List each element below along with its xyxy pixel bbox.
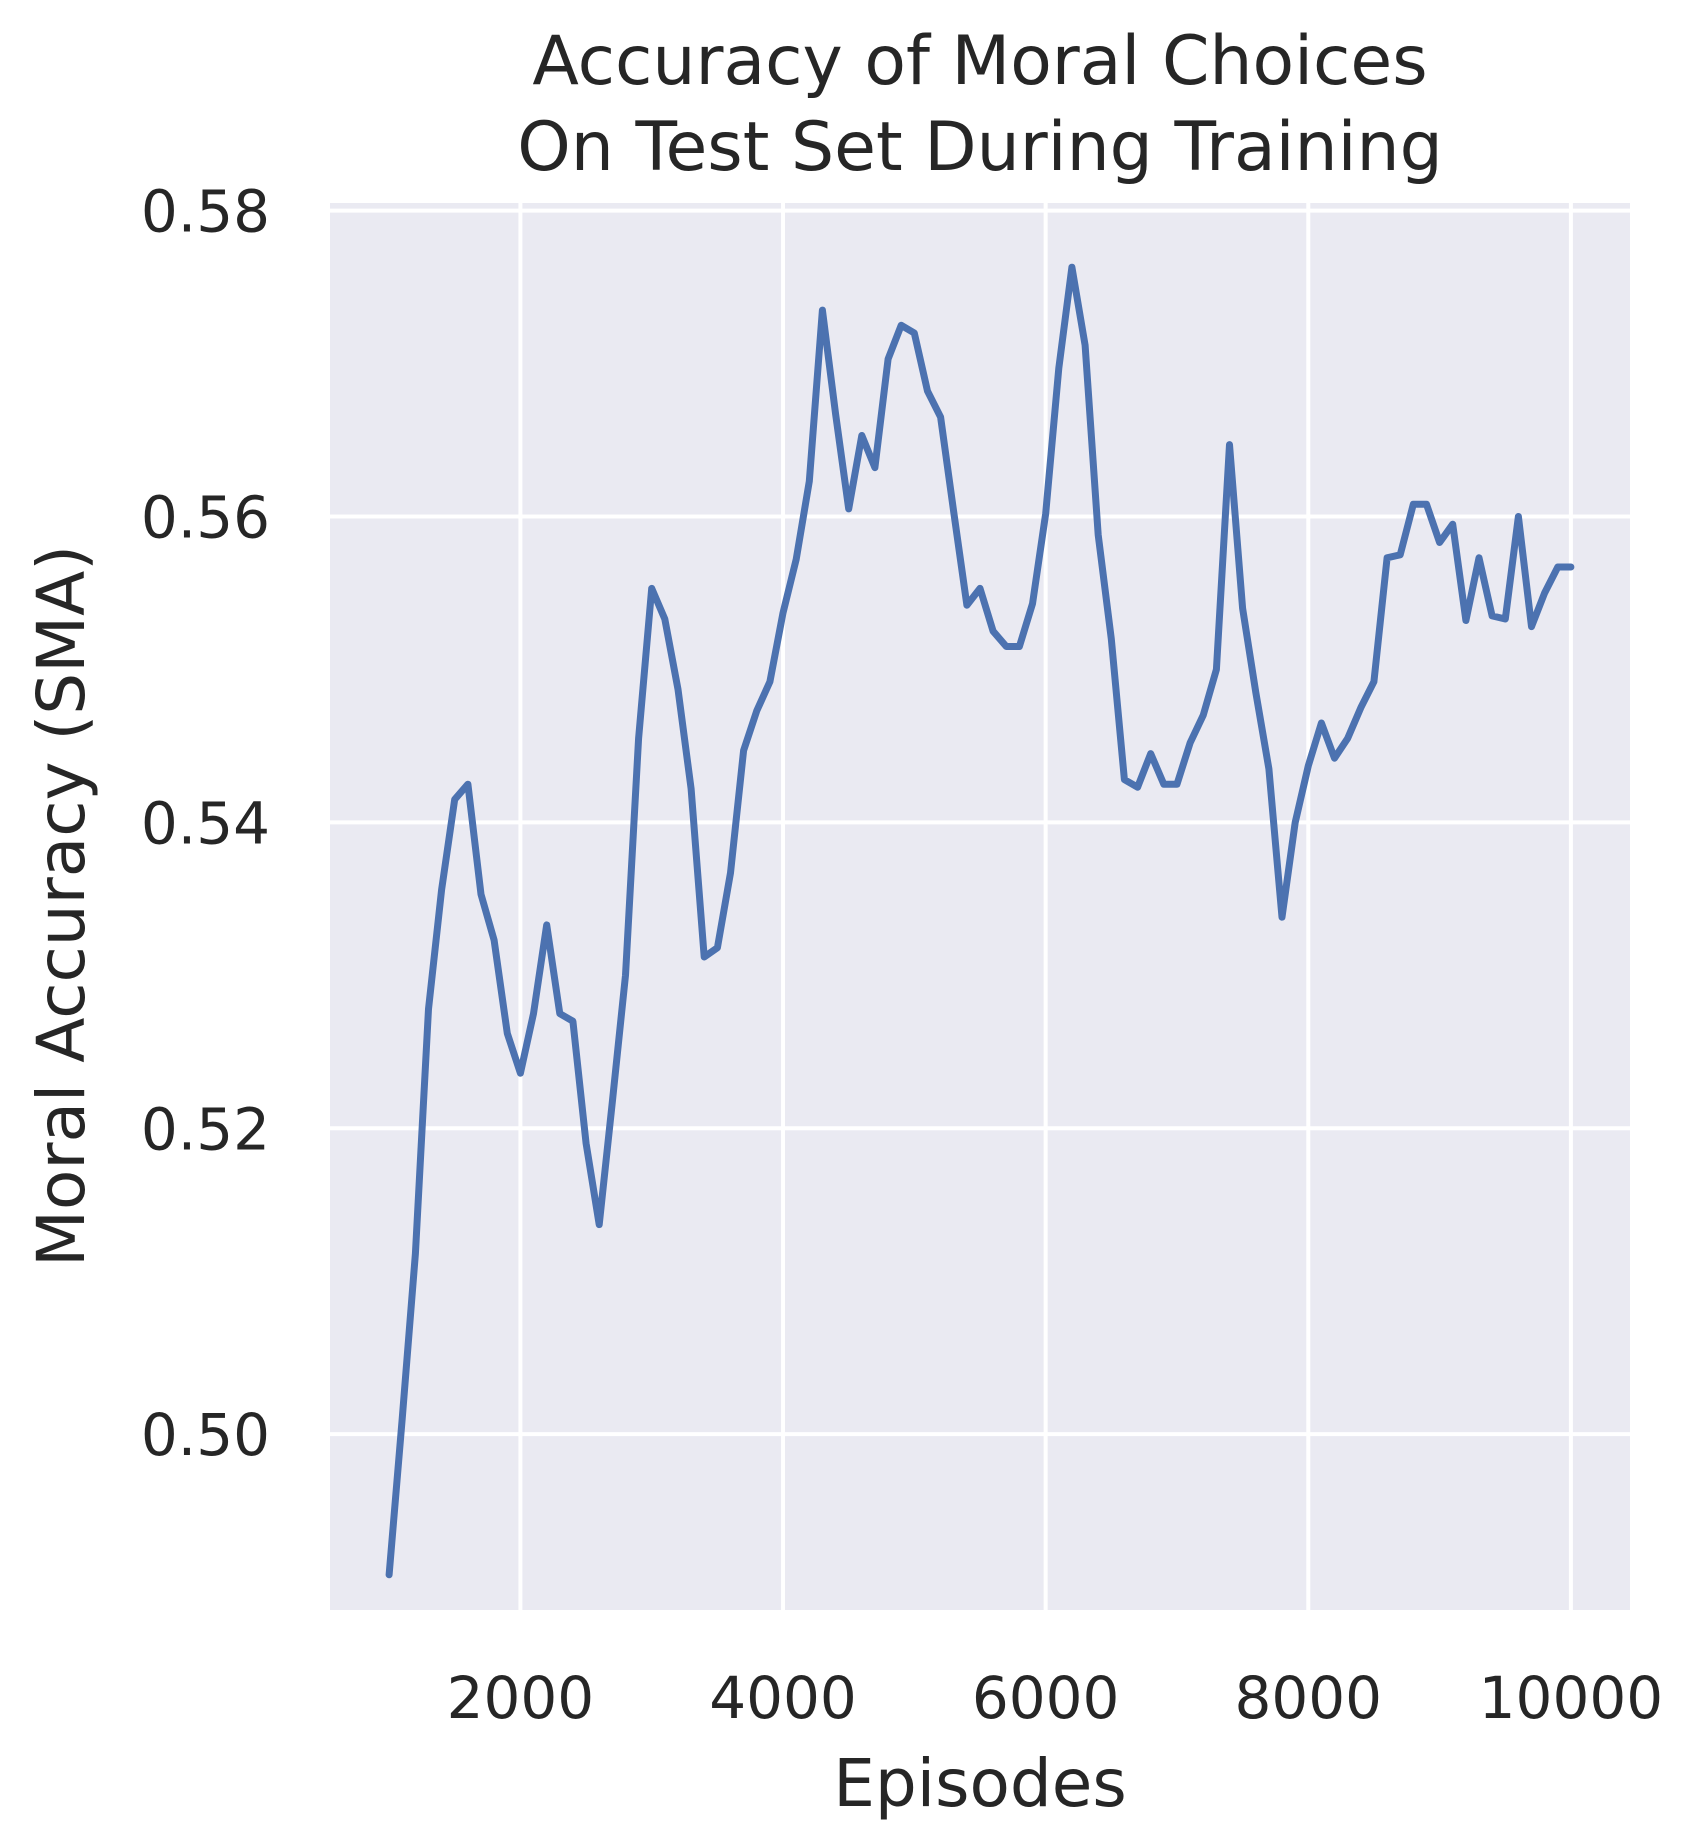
- x-tick-label: 2000: [447, 1664, 595, 1732]
- y-tick-label: 0.54: [141, 789, 270, 857]
- series-line: [385, 263, 1575, 1579]
- x-axis-ticks: 2000 4000 6000 8000 10000: [447, 1664, 1664, 1732]
- y-axis-label: Moral Accuracy (SMA): [23, 545, 100, 1267]
- y-tick-label: 0.52: [141, 1095, 270, 1163]
- plot-background: [330, 203, 1630, 1610]
- data-series: [385, 263, 1575, 1579]
- y-tick-label: 0.58: [141, 178, 270, 246]
- x-tick-label: 6000: [972, 1664, 1120, 1732]
- grid: [330, 203, 1630, 1610]
- chart-title-line-1: Accuracy of Moral Choices: [532, 22, 1427, 101]
- y-tick-label: 0.50: [141, 1401, 270, 1469]
- y-tick-label: 0.56: [141, 484, 270, 552]
- x-tick-label: 4000: [709, 1664, 857, 1732]
- x-tick-label: 10000: [1479, 1664, 1664, 1732]
- x-tick-label: 8000: [1234, 1664, 1382, 1732]
- x-axis-label: Episodes: [833, 1745, 1127, 1822]
- y-axis-ticks: 0.50 0.52 0.54 0.56 0.58: [141, 178, 270, 1469]
- chart-title-line-2: On Test Set During Training: [517, 108, 1443, 187]
